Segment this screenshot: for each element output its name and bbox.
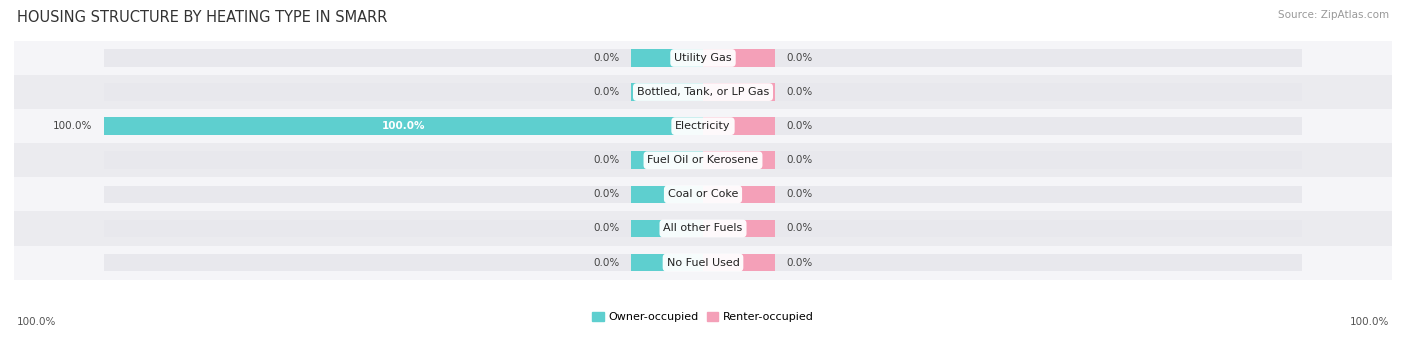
Text: Utility Gas: Utility Gas — [675, 53, 731, 63]
Bar — [703, 254, 1302, 271]
Bar — [703, 49, 775, 67]
Text: HOUSING STRUCTURE BY HEATING TYPE IN SMARR: HOUSING STRUCTURE BY HEATING TYPE IN SMA… — [17, 10, 387, 25]
Bar — [631, 254, 703, 271]
Bar — [104, 49, 703, 67]
Text: 0.0%: 0.0% — [787, 257, 813, 268]
Bar — [703, 220, 1302, 237]
Text: 100.0%: 100.0% — [1350, 317, 1389, 327]
Text: 0.0%: 0.0% — [787, 189, 813, 199]
Bar — [14, 75, 1392, 109]
Bar — [703, 151, 1302, 169]
Bar — [703, 83, 775, 101]
Text: 100.0%: 100.0% — [381, 121, 425, 131]
Text: 0.0%: 0.0% — [593, 155, 619, 165]
Bar — [703, 254, 775, 271]
Text: 0.0%: 0.0% — [593, 257, 619, 268]
Text: All other Fuels: All other Fuels — [664, 223, 742, 234]
Bar — [14, 211, 1392, 246]
Bar — [631, 49, 703, 67]
Text: 0.0%: 0.0% — [593, 223, 619, 234]
Bar — [104, 151, 703, 169]
Text: 0.0%: 0.0% — [593, 53, 619, 63]
Bar — [104, 254, 703, 271]
Text: Coal or Coke: Coal or Coke — [668, 189, 738, 199]
Text: 0.0%: 0.0% — [787, 53, 813, 63]
Bar — [703, 117, 775, 135]
Bar — [631, 83, 703, 101]
Bar — [631, 186, 703, 203]
Text: 0.0%: 0.0% — [787, 87, 813, 97]
Bar — [703, 117, 1302, 135]
Text: 100.0%: 100.0% — [52, 121, 91, 131]
Bar — [703, 186, 775, 203]
Text: Electricity: Electricity — [675, 121, 731, 131]
Bar — [631, 220, 703, 237]
Bar — [14, 177, 1392, 211]
Bar — [104, 220, 703, 237]
Bar — [703, 83, 1302, 101]
Text: Source: ZipAtlas.com: Source: ZipAtlas.com — [1278, 10, 1389, 20]
Bar — [703, 49, 1302, 67]
Text: 0.0%: 0.0% — [787, 155, 813, 165]
Bar — [14, 109, 1392, 143]
Bar — [104, 186, 703, 203]
Bar — [104, 83, 703, 101]
Bar — [703, 220, 775, 237]
Bar — [104, 117, 703, 135]
Text: Bottled, Tank, or LP Gas: Bottled, Tank, or LP Gas — [637, 87, 769, 97]
Bar — [14, 143, 1392, 177]
Bar — [631, 151, 703, 169]
Bar — [14, 246, 1392, 280]
Text: 0.0%: 0.0% — [787, 121, 813, 131]
Text: 0.0%: 0.0% — [593, 189, 619, 199]
Text: 0.0%: 0.0% — [593, 87, 619, 97]
Text: 0.0%: 0.0% — [787, 223, 813, 234]
Text: 100.0%: 100.0% — [17, 317, 56, 327]
Bar — [703, 151, 775, 169]
Bar — [703, 186, 1302, 203]
Bar — [14, 41, 1392, 75]
Legend: Owner-occupied, Renter-occupied: Owner-occupied, Renter-occupied — [588, 307, 818, 327]
Text: No Fuel Used: No Fuel Used — [666, 257, 740, 268]
Text: Fuel Oil or Kerosene: Fuel Oil or Kerosene — [647, 155, 759, 165]
Bar — [104, 117, 703, 135]
